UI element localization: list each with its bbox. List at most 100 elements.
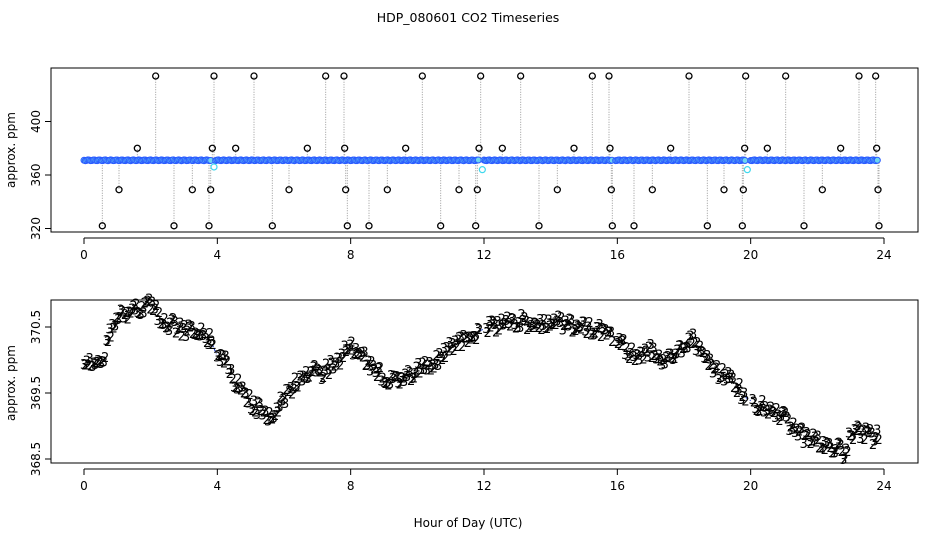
series-2-marker: 2 — [795, 424, 803, 439]
series-3-marker: 3 — [528, 319, 536, 334]
series-3-marker: 3 — [695, 345, 703, 360]
series-2-marker: 2 — [707, 358, 715, 373]
series-3-marker: 3 — [324, 363, 332, 378]
series-3-marker: 3 — [672, 347, 680, 362]
series-2-marker: 2 — [424, 358, 432, 373]
spike-point — [268, 222, 276, 230]
series-3-marker: 3 — [457, 331, 465, 346]
series-2-marker: 2 — [158, 317, 166, 332]
series-3-marker: 3 — [836, 439, 844, 454]
series-3-marker: 3 — [275, 401, 283, 416]
series-3-marker: 3 — [465, 330, 473, 345]
series-3-marker: 3 — [103, 334, 111, 349]
series-3-marker: 3 — [309, 360, 317, 375]
series-3-marker: 3 — [774, 409, 782, 424]
series-2-marker: 2 — [404, 364, 412, 379]
spike-point — [133, 144, 141, 152]
series-2-marker: 2 — [240, 387, 248, 402]
series-2-marker: 2 — [554, 309, 562, 324]
series-2-marker: 2 — [348, 335, 356, 350]
series-3-marker: 3 — [780, 405, 788, 420]
series-2-marker: 2 — [376, 361, 384, 376]
spike-point — [605, 72, 613, 80]
top-baseline-points — [80, 156, 881, 165]
series-2-marker: 2 — [172, 327, 180, 342]
series-3-marker: 3 — [363, 359, 371, 374]
series-3-marker: 3 — [173, 323, 181, 338]
series-2-marker: 2 — [767, 400, 775, 415]
series-3-marker: 3 — [329, 363, 337, 378]
series-3-marker: 3 — [258, 409, 266, 424]
series-3-marker: 3 — [284, 383, 292, 398]
series-2-marker: 2 — [237, 384, 245, 399]
series-2-marker: 2 — [676, 339, 684, 354]
series-2-marker: 2 — [773, 402, 781, 417]
series-3-marker: 3 — [726, 372, 734, 387]
series-2-marker: 2 — [149, 304, 157, 319]
bottom-y-axis-label: approx. ppm — [4, 345, 18, 421]
series-2-marker: 2 — [688, 337, 696, 352]
series-3-marker: 3 — [717, 371, 725, 386]
series-3-marker: 3 — [406, 366, 414, 381]
series-2-marker: 2 — [872, 431, 880, 446]
series-3-marker: 3 — [80, 358, 88, 373]
series-3-marker: 3 — [86, 352, 94, 367]
series-3-marker: 3 — [556, 316, 564, 331]
spike-point — [738, 222, 746, 230]
series-3-marker: 3 — [788, 423, 796, 438]
series-2-marker: 2 — [866, 423, 874, 438]
series-2-marker: 2 — [526, 316, 534, 331]
series-2-marker: 2 — [95, 356, 103, 371]
series-2-marker: 2 — [115, 311, 123, 326]
series-3-marker: 3 — [508, 312, 516, 327]
series-2-marker: 2 — [781, 406, 789, 421]
series-3-marker: 3 — [168, 313, 176, 328]
series-2-marker: 2 — [622, 341, 630, 356]
series-2-marker: 2 — [316, 365, 324, 380]
series-3-marker: 3 — [870, 435, 878, 450]
spike-point — [800, 222, 808, 230]
series-2-marker: 2 — [217, 348, 225, 363]
series-3-marker: 3 — [380, 376, 388, 391]
bottom-x-tick-label: 8 — [347, 479, 355, 493]
series-3-marker: 3 — [315, 364, 323, 379]
series-2-marker: 2 — [322, 358, 330, 373]
series-3-marker: 3 — [440, 342, 448, 357]
series-2-marker: 2 — [138, 300, 146, 315]
gap-connector — [211, 344, 217, 355]
series-2-marker: 2 — [727, 368, 735, 383]
series-3-marker: 3 — [154, 314, 162, 329]
series-2-marker: 2 — [566, 313, 574, 328]
series-3-marker: 3 — [661, 358, 669, 373]
bottom-trend-lines — [211, 328, 751, 402]
series-3-marker: 3 — [587, 328, 595, 343]
series-2-marker: 2 — [552, 318, 560, 333]
series-3-marker: 3 — [601, 323, 609, 338]
series-2-marker: 2 — [452, 340, 460, 355]
series-2-marker: 2 — [617, 339, 625, 354]
series-3-marker: 3 — [247, 402, 255, 417]
series-2-marker: 2 — [549, 318, 557, 333]
gap-point — [478, 166, 486, 174]
series-2-marker: 2 — [693, 336, 701, 351]
bottom-x-axis: 0 4 8 12 16 20 24 — [80, 468, 892, 493]
series-3-marker: 3 — [675, 339, 683, 354]
series-2-marker: 2 — [124, 313, 132, 328]
series-2-marker: 2 — [331, 360, 339, 375]
series-3-marker: 3 — [108, 318, 116, 333]
series-3-marker: 3 — [513, 321, 521, 336]
series-3-marker: 3 — [145, 293, 153, 308]
series-3-marker: 3 — [669, 353, 677, 368]
spike-point — [473, 186, 481, 194]
series-2-marker: 2 — [535, 321, 543, 336]
series-3-marker: 3 — [185, 318, 193, 333]
series-3-marker: 3 — [468, 331, 476, 346]
series-2-marker: 2 — [764, 408, 772, 423]
series-2-marker: 2 — [84, 359, 92, 374]
series-2-marker: 2 — [546, 319, 554, 334]
series-3-marker: 3 — [360, 345, 368, 360]
series-3-marker: 3 — [142, 296, 150, 311]
spike-point — [437, 222, 445, 230]
series-3-marker: 3 — [791, 426, 799, 441]
bottom-x-tick-label: 12 — [476, 479, 491, 493]
